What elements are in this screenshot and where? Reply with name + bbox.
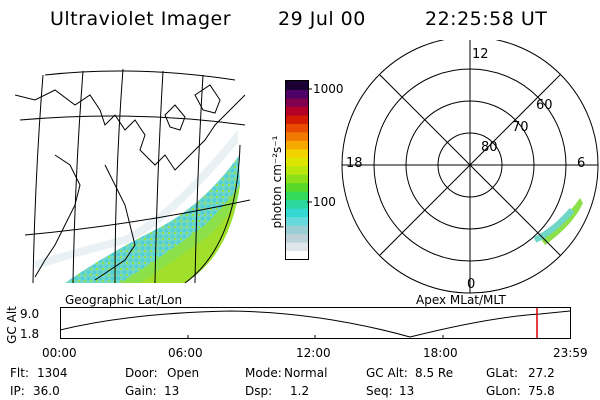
colorbar-tick-1000: 1000: [313, 82, 344, 96]
altitude-ytick-9: 9.0: [20, 307, 40, 321]
altitude-xtick-0000: 00:00: [42, 346, 77, 360]
ip-value: 36.0: [33, 384, 60, 398]
mlt-label-12: 12: [472, 47, 489, 62]
dsp-label: Dsp:: [245, 384, 273, 398]
altitude-ytick-1.8: 1.8: [20, 327, 40, 341]
seq-label: Seq:: [366, 384, 393, 398]
altitude-xtick-1200: 12:00: [296, 346, 331, 360]
colorbar-tick-100: 100: [313, 195, 336, 209]
mlt-label-6: 6: [577, 156, 586, 171]
dsp-value: 1.2: [290, 384, 310, 398]
colorbar-ticks: [307, 88, 312, 203]
glon-label: GLon:: [486, 384, 521, 398]
colorbar-swatch: [286, 199, 308, 209]
colorbar-swatch: [286, 250, 308, 259]
mlt-label-0: 0: [467, 277, 476, 292]
lat-label-60: 60: [536, 98, 553, 113]
colorbar-swatch: [286, 140, 308, 150]
instrument-title: Ultraviolet Imager: [50, 8, 232, 30]
colorbar-swatch: [286, 81, 308, 90]
door-value: Open: [167, 366, 200, 380]
colorbar-unit-label: photon cm⁻²s⁻¹: [270, 135, 284, 229]
time-label: 22:25:58 UT: [425, 8, 548, 30]
flt-label: Flt:: [10, 366, 29, 380]
altitude-xtick-2359: 23:59: [553, 346, 588, 360]
glon-value: 75.8: [528, 384, 555, 398]
glat-value: 27.2: [528, 366, 555, 380]
flt-value: 1304: [37, 366, 68, 380]
polar-label: Apex MLat/MLT: [416, 293, 506, 307]
altitude-plot: [60, 307, 571, 339]
colorbar-swatch: [286, 97, 308, 107]
glat-label: GLat:: [486, 366, 519, 380]
ip-label: IP:: [10, 384, 25, 398]
colorbar-swatch: [286, 242, 308, 252]
door-label: Door:: [125, 366, 158, 380]
colorbar-swatch: [286, 157, 308, 167]
gain-value: 13: [164, 384, 180, 398]
colorbar-swatch: [286, 114, 308, 124]
lat-label-80: 80: [481, 140, 498, 155]
mlt-label-18: 18: [346, 156, 363, 171]
altitude-xtick-0600: 06:00: [168, 346, 203, 360]
colorbar: [285, 80, 309, 260]
gcalt-value: 8.5 Re: [415, 366, 454, 380]
colorbar-swatch: [286, 208, 308, 218]
polar-plot: [341, 40, 599, 294]
colorbar-swatch: [286, 216, 308, 226]
colorbar-swatch: [286, 106, 308, 116]
colorbar-swatch: [286, 131, 308, 141]
aurora-polar: [533, 198, 583, 245]
mode-label: Mode:: [245, 366, 282, 380]
colorbar-swatch: [286, 89, 308, 99]
date-label: 29 Jul 00: [278, 8, 366, 30]
gcalt-label: GC Alt:: [366, 366, 408, 380]
colorbar-swatch: [286, 225, 308, 235]
gain-label: Gain:: [125, 384, 157, 398]
map-label: Geographic Lat/Lon: [65, 293, 183, 307]
seq-value: 13: [399, 384, 415, 398]
colorbar-swatch: [286, 191, 308, 201]
colorbar-swatch: [286, 182, 308, 192]
altitude-xtick-1800: 18:00: [423, 346, 458, 360]
geographic-map: [15, 68, 250, 284]
aurora-swath: [33, 127, 240, 283]
lat-label-70: 70: [512, 120, 529, 135]
colorbar-swatch: [286, 123, 308, 133]
colorbar-swatch: [286, 174, 308, 184]
altitude-ylabel: GC Alt: [5, 306, 19, 344]
colorbar-swatch: [286, 148, 308, 158]
mode-value: Normal: [284, 366, 328, 380]
colorbar-swatch: [286, 233, 308, 243]
colorbar-swatch: [286, 165, 308, 175]
